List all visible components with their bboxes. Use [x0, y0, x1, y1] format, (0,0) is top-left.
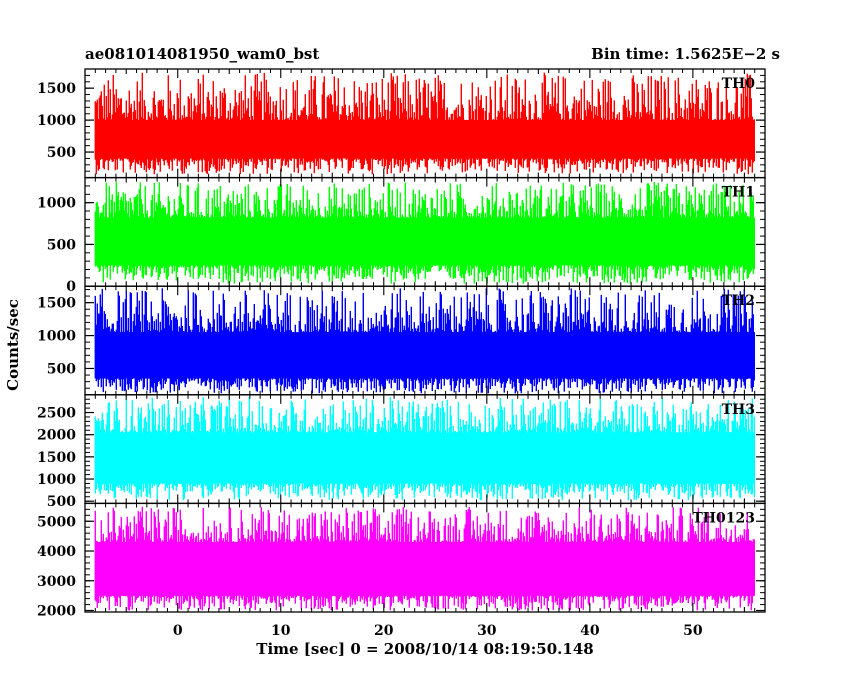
y-axis-label: Counts/sec — [4, 299, 22, 391]
y-tick-label: 1000 — [37, 113, 76, 129]
x-axis: 0 10 20 30 40 50 — [173, 623, 703, 639]
panel-th1: 0 500 1000 TH1 — [37, 176, 766, 295]
chart-title: ae081014081950_wam0_bst — [85, 45, 319, 63]
y-tick-label: 2500 — [37, 406, 76, 422]
y-tick-label: 500 — [47, 237, 76, 253]
series-band-th1 — [95, 217, 755, 266]
y-tick-label: 5000 — [37, 514, 76, 530]
y-tick-label: 500 — [47, 361, 76, 377]
y-tick-label: 2000 — [37, 604, 76, 620]
series-band-th2 — [95, 332, 755, 379]
panel-th3: 500 1000 1500 2000 2500 TH3 — [37, 394, 766, 510]
panel-label-th1: TH1 — [722, 185, 755, 201]
x-tick-label: 50 — [683, 623, 703, 639]
y-tick-label: 1500 — [37, 450, 76, 466]
panel-label-th0123: TH0123 — [692, 510, 755, 526]
series-band-th0 — [95, 120, 755, 159]
panel-th0: 500 1000 1500 TH0 — [37, 68, 766, 179]
panel-label-th2: TH2 — [722, 293, 755, 309]
panel-th0123: 2000 3000 4000 5000 TH0123 — [37, 502, 766, 620]
series-band-th0123 — [95, 542, 755, 596]
y-tick-label: 0 — [66, 279, 76, 295]
x-tick-label: 10 — [271, 623, 291, 639]
panel-label-th0: TH0 — [722, 76, 756, 92]
panel-label-th3: TH3 — [722, 402, 755, 418]
y-tick-label: 3000 — [37, 574, 76, 590]
y-tick-label: 2000 — [37, 428, 76, 444]
y-tick-label: 1500 — [37, 296, 76, 312]
y-tick-label: 1000 — [37, 472, 76, 488]
x-tick-label: 0 — [173, 623, 183, 639]
panel-th2: 500 1000 1500 TH2 — [37, 285, 766, 396]
series-band-th3 — [95, 432, 755, 484]
y-tick-label: 4000 — [37, 544, 76, 560]
y-tick-label: 1000 — [37, 196, 76, 212]
y-tick-label: 500 — [47, 494, 76, 510]
x-tick-label: 20 — [374, 623, 394, 639]
x-tick-label: 40 — [580, 623, 600, 639]
bin-time-label: Bin time: 1.5625E−2 s — [591, 45, 780, 63]
x-tick-label: 30 — [477, 623, 497, 639]
y-tick-label: 1000 — [37, 329, 76, 345]
y-tick-label: 1500 — [37, 81, 76, 97]
x-axis-label: Time [sec] 0 = 2008/10/14 08:19:50.148 — [256, 640, 593, 658]
y-tick-label: 500 — [47, 145, 76, 161]
